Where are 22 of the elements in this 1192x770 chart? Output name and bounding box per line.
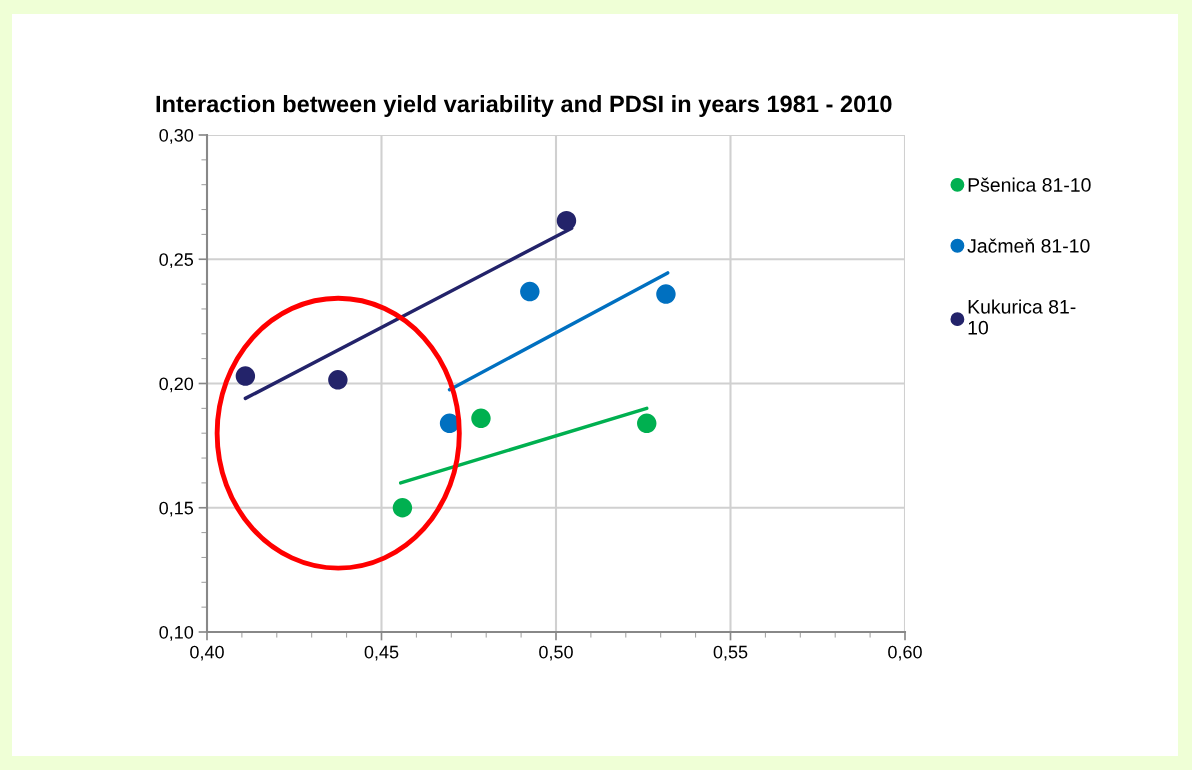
point bbox=[235, 366, 256, 386]
x-tick-label: 0,45 bbox=[364, 645, 399, 661]
x-tick-label: 0,60 bbox=[888, 645, 922, 661]
legend-label: Pšenica 81-10 bbox=[968, 177, 1091, 192]
point bbox=[471, 408, 491, 429]
x-tick-label: 0,40 bbox=[190, 645, 224, 661]
x-tick-label: 0,50 bbox=[539, 645, 573, 661]
point bbox=[392, 498, 413, 518]
point bbox=[637, 413, 657, 433]
chart-title: Interaction between yield variability and PDSI in years 1981 - 2010 bbox=[156, 95, 892, 118]
point bbox=[520, 281, 540, 302]
y-tick-label: 0,30 bbox=[159, 128, 194, 144]
y-tick-label: 0,10 bbox=[159, 625, 194, 641]
y-tick-label: 0,25 bbox=[159, 253, 194, 269]
x-tick-label: 0,55 bbox=[713, 645, 748, 661]
point bbox=[656, 284, 676, 304]
point bbox=[556, 211, 577, 231]
point bbox=[328, 370, 348, 390]
y-tick-label: 0,20 bbox=[159, 377, 194, 393]
legend-label: Jačmeň 81-10 bbox=[967, 238, 1090, 253]
y-tick-label: 0,15 bbox=[159, 501, 194, 517]
legend-label: Kukurica 81-10 bbox=[968, 299, 1076, 335]
